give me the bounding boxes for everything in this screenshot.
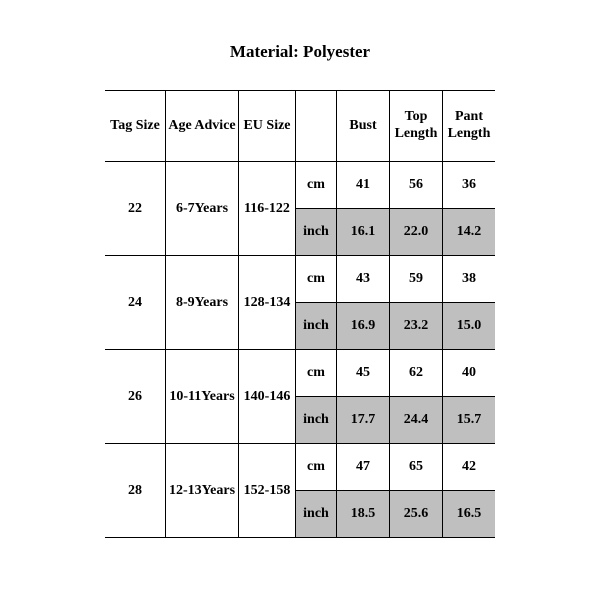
cell-unit-inch: inch [296, 209, 337, 256]
cell-top: 59 [390, 256, 443, 303]
cell-unit-inch: inch [296, 491, 337, 538]
cell-bust: 45 [337, 350, 390, 397]
cell-age: 6-7Years [166, 162, 239, 256]
cell-bust: 43 [337, 256, 390, 303]
col-pant-length: Pant Length [443, 91, 496, 162]
col-bust: Bust [337, 91, 390, 162]
page-title: Material: Polyester [0, 0, 600, 90]
col-eu-size: EU Size [239, 91, 296, 162]
cell-pant: 40 [443, 350, 496, 397]
cell-tag: 22 [105, 162, 166, 256]
col-top-length: Top Length [390, 91, 443, 162]
col-tag-size: Tag Size [105, 91, 166, 162]
table-header-row: Tag Size Age Advice EU Size Bust Top Len… [105, 91, 495, 162]
cell-tag: 24 [105, 256, 166, 350]
col-age-advice: Age Advice [166, 91, 239, 162]
cell-pant: 14.2 [443, 209, 496, 256]
cell-age: 10-11Years [166, 350, 239, 444]
cell-top: 23.2 [390, 303, 443, 350]
cell-bust: 18.5 [337, 491, 390, 538]
cell-age: 12-13Years [166, 444, 239, 538]
cell-age: 8-9Years [166, 256, 239, 350]
cell-top: 24.4 [390, 397, 443, 444]
cell-unit-cm: cm [296, 444, 337, 491]
table-row: 28 12-13Years 152-158 cm 47 65 42 [105, 444, 495, 491]
cell-pant: 15.7 [443, 397, 496, 444]
table-row: 26 10-11Years 140-146 cm 45 62 40 [105, 350, 495, 397]
cell-pant: 36 [443, 162, 496, 209]
cell-top: 25.6 [390, 491, 443, 538]
cell-unit-inch: inch [296, 303, 337, 350]
cell-tag: 28 [105, 444, 166, 538]
col-unit [296, 91, 337, 162]
cell-bust: 17.7 [337, 397, 390, 444]
cell-bust: 16.9 [337, 303, 390, 350]
cell-pant: 42 [443, 444, 496, 491]
cell-eu: 128-134 [239, 256, 296, 350]
cell-pant: 38 [443, 256, 496, 303]
cell-top: 65 [390, 444, 443, 491]
cell-unit-cm: cm [296, 350, 337, 397]
size-table: Tag Size Age Advice EU Size Bust Top Len… [105, 90, 495, 538]
cell-top: 22.0 [390, 209, 443, 256]
cell-unit-cm: cm [296, 256, 337, 303]
cell-eu: 116-122 [239, 162, 296, 256]
cell-unit-cm: cm [296, 162, 337, 209]
cell-eu: 140-146 [239, 350, 296, 444]
cell-bust: 41 [337, 162, 390, 209]
cell-bust: 47 [337, 444, 390, 491]
table-row: 24 8-9Years 128-134 cm 43 59 38 [105, 256, 495, 303]
cell-top: 56 [390, 162, 443, 209]
cell-pant: 16.5 [443, 491, 496, 538]
table-body: 22 6-7Years 116-122 cm 41 56 36 inch 16.… [105, 162, 495, 538]
cell-pant: 15.0 [443, 303, 496, 350]
cell-unit-inch: inch [296, 397, 337, 444]
cell-eu: 152-158 [239, 444, 296, 538]
cell-top: 62 [390, 350, 443, 397]
cell-tag: 26 [105, 350, 166, 444]
table-row: 22 6-7Years 116-122 cm 41 56 36 [105, 162, 495, 209]
cell-bust: 16.1 [337, 209, 390, 256]
